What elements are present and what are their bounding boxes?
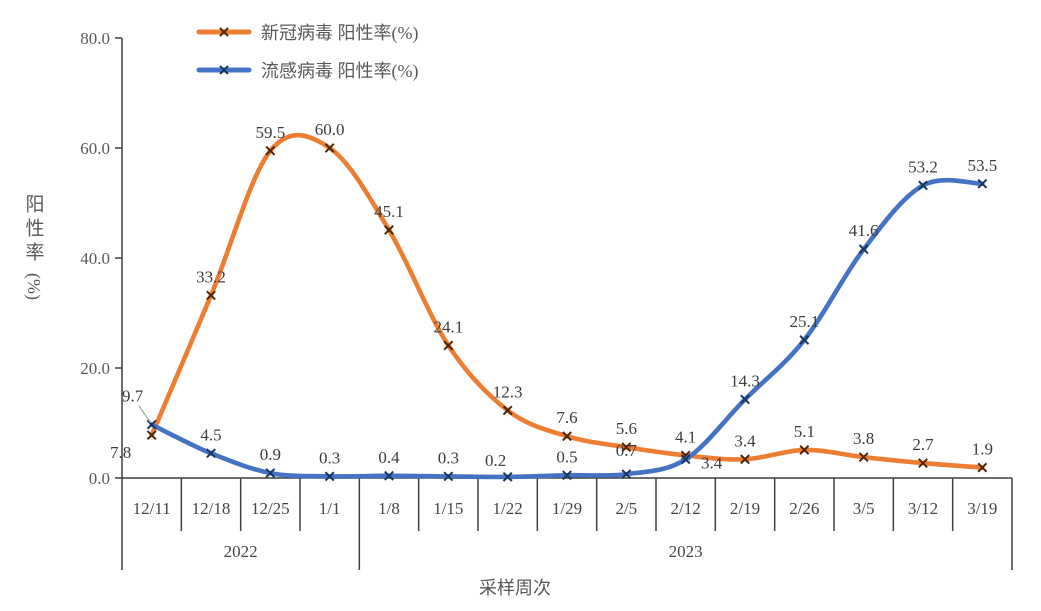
svg-text:5.1: 5.1 (794, 422, 815, 441)
svg-text:14.3: 14.3 (730, 371, 760, 390)
svg-text:60.0: 60.0 (80, 139, 110, 158)
flu-line (149, 177, 985, 480)
svg-text:25.1: 25.1 (789, 312, 819, 331)
svg-text:3/5: 3/5 (853, 499, 875, 518)
svg-text:2023: 2023 (669, 542, 703, 561)
legend-item-flu: 流感病毒 阳性率(%) (196, 58, 418, 82)
legend-item-covid: 新冠病毒 阳性率(%) (196, 20, 418, 44)
svg-text:3/12: 3/12 (908, 499, 938, 518)
svg-text:2/19: 2/19 (730, 499, 760, 518)
y-axis-title-unit: (%) (23, 273, 44, 300)
svg-text:7.6: 7.6 (556, 408, 577, 427)
axes: 0.0 20.0 40.0 60.0 80.0 12/11 12/18 12/25 1/1 1/8… (80, 29, 1013, 570)
svg-text:4.5: 4.5 (200, 425, 221, 444)
covid-line-swatch (196, 27, 252, 37)
svg-text:2.7: 2.7 (912, 435, 934, 454)
svg-text:12/18: 12/18 (192, 499, 231, 518)
svg-text:0.0: 0.0 (89, 469, 110, 488)
svg-text:1/8: 1/8 (378, 499, 400, 518)
covid-data-labels: 7.8 33.2 59.5 60.0 45.1 24.1 12.3 7.6 5.6 4.1 3.4 5… (110, 120, 993, 462)
covid-series: 7.8 33.2 59.5 60.0 45.1 24.1 12.3 7.6 5.6 4.1 3.4 5… (110, 120, 993, 473)
svg-text:12/25: 12/25 (251, 499, 290, 518)
svg-text:12.3: 12.3 (493, 382, 523, 401)
svg-text:0.9: 0.9 (260, 445, 281, 464)
chart-legend: 新冠病毒 阳性率(%) 流感病毒 阳性率(%) (196, 20, 418, 82)
svg-text:2/12: 2/12 (671, 499, 701, 518)
svg-text:2/26: 2/26 (789, 499, 819, 518)
flu-data-labels: 9.7 4.5 0.9 0.3 0.4 0.3 0.2 0.5 0.7 3.4 14.3 25.1 41… (122, 156, 997, 473)
svg-text:3.8: 3.8 (853, 429, 874, 448)
svg-text:41.6: 41.6 (849, 221, 879, 240)
flu-series: 9.7 4.5 0.9 0.3 0.4 0.3 0.2 0.5 0.7 3.4 14.3 25.1 41… (122, 156, 997, 482)
svg-text:33.2: 33.2 (196, 267, 226, 286)
svg-text:60.0: 60.0 (315, 120, 345, 139)
svg-text:4.1: 4.1 (675, 427, 696, 446)
y-axis-title-text: 阳性率 (22, 194, 44, 266)
flu-line-swatch (196, 65, 252, 75)
svg-text:0.3: 0.3 (319, 448, 340, 467)
svg-text:24.1: 24.1 (433, 317, 463, 336)
svg-text:1/22: 1/22 (493, 499, 523, 518)
svg-text:59.5: 59.5 (255, 123, 285, 142)
svg-text:0.4: 0.4 (378, 448, 400, 467)
svg-text:0.5: 0.5 (556, 447, 577, 466)
flu-markers (146, 178, 988, 482)
svg-text:20.0: 20.0 (80, 359, 110, 378)
svg-text:1/1: 1/1 (319, 499, 341, 518)
y-axis-title: 阳性率 (%) (18, 194, 48, 300)
svg-text:1/15: 1/15 (433, 499, 463, 518)
svg-text:53.2: 53.2 (908, 157, 938, 176)
svg-text:0.3: 0.3 (438, 448, 459, 467)
svg-text:1/29: 1/29 (552, 499, 582, 518)
x-axis-title: 采样周次 (479, 578, 551, 598)
svg-text:2/5: 2/5 (615, 499, 637, 518)
svg-text:53.5: 53.5 (967, 156, 997, 175)
svg-text:0.7: 0.7 (616, 441, 638, 460)
svg-text:80.0: 80.0 (80, 29, 110, 48)
svg-text:3/19: 3/19 (967, 499, 997, 518)
svg-text:9.7: 9.7 (122, 387, 144, 406)
svg-text:12/11: 12/11 (133, 499, 171, 518)
svg-text:45.1: 45.1 (374, 202, 404, 221)
svg-text:2022: 2022 (224, 542, 258, 561)
svg-text:40.0: 40.0 (80, 249, 110, 268)
svg-text:3.4: 3.4 (701, 453, 723, 472)
flu-legend-label: 流感病毒 阳性率(%) (261, 61, 419, 81)
svg-text:1.9: 1.9 (972, 440, 993, 459)
covid-legend-label: 新冠病毒 阳性率(%) (261, 23, 419, 43)
svg-text:5.6: 5.6 (616, 419, 637, 438)
svg-text:3.4: 3.4 (734, 431, 756, 450)
svg-text:7.8: 7.8 (110, 443, 131, 462)
svg-text:0.2: 0.2 (485, 451, 506, 470)
